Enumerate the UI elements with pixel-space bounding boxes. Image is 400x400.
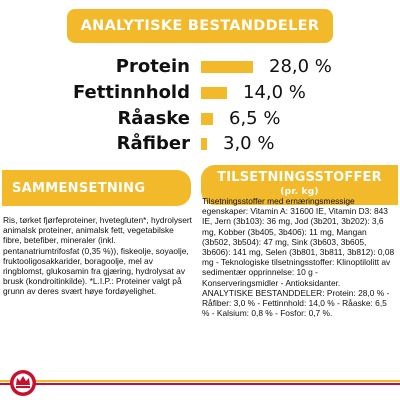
analysis-value: 6,5 % bbox=[229, 108, 281, 129]
analysis-row-protein: Protein 28,0 % bbox=[0, 56, 400, 78]
analysis-row-ash: Råaske 6,5 % bbox=[0, 108, 400, 130]
additives-title: TILSETNINGSSTOFFER bbox=[217, 170, 382, 185]
analysis-label: Fettinnhold bbox=[72, 82, 190, 103]
analysis-summary-paragraph: ANALYTISKE BESTANDDELER: Protein: 28,0 %… bbox=[202, 287, 390, 319]
additives-subtitle: (pr. kg) bbox=[280, 187, 319, 197]
additives-text: Tilsetningsstoffer med ernæringsmessige … bbox=[202, 196, 396, 318]
additives-title-banner: TILSETNINGSSTOFFER (pr. kg) bbox=[201, 165, 398, 205]
footer-gold-line bbox=[0, 380, 400, 382]
composition-title-banner: SAMMENSETNING bbox=[2, 170, 191, 206]
analysis-row-fiber: Råfiber 3,0 % bbox=[0, 133, 400, 155]
analysis-table: Protein 28,0 % Fettinnhold 14,0 % Råaske… bbox=[0, 56, 400, 156]
analysis-bar bbox=[201, 138, 207, 150]
analysis-row-fat: Fettinnhold 14,0 % bbox=[0, 82, 400, 104]
analysis-bar bbox=[201, 87, 227, 99]
analysis-title-banner: ANALYTISKE BESTANDDELER bbox=[67, 9, 333, 43]
composition-title: SAMMENSETNING bbox=[12, 180, 146, 196]
analysis-label: Råaske bbox=[117, 108, 190, 129]
footer-red-line bbox=[0, 383, 400, 385]
analysis-bar bbox=[201, 61, 253, 73]
analysis-value: 28,0 % bbox=[269, 56, 332, 77]
analysis-title: ANALYTISKE BESTANDDELER bbox=[80, 18, 320, 34]
additives-paragraph: Tilsetningsstoffer med ernæringsmessige … bbox=[202, 196, 395, 288]
royal-canin-crown-logo-icon bbox=[6, 366, 40, 396]
analysis-bar bbox=[201, 113, 213, 125]
analysis-label: Råfiber bbox=[116, 133, 190, 154]
analysis-value: 14,0 % bbox=[243, 82, 306, 103]
analysis-value: 3,0 % bbox=[223, 133, 275, 154]
analysis-label: Protein bbox=[115, 56, 190, 77]
composition-text: Ris, tørket fjørfeproteiner, hvetegluten… bbox=[3, 215, 192, 297]
